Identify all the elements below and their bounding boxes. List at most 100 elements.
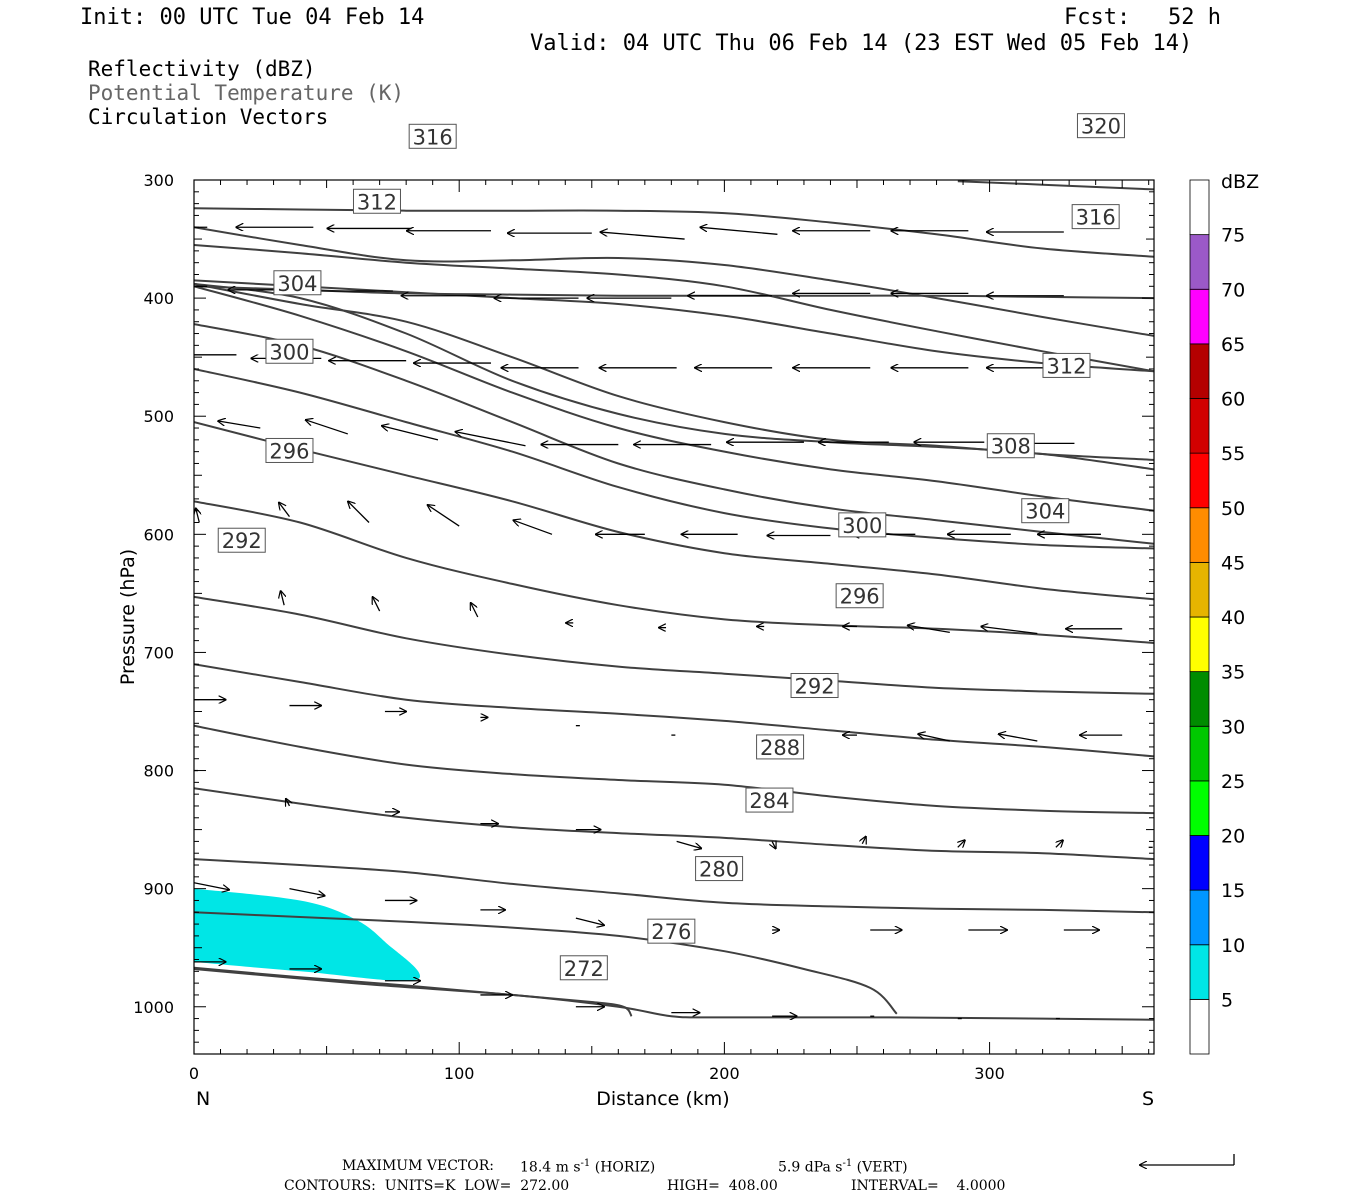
colorbar-level-label: 40 (1221, 607, 1245, 629)
y-tick-label: 500 (143, 407, 174, 426)
north-label: N (196, 1088, 210, 1110)
contour-label: 320 (1081, 115, 1121, 139)
colorbar-level-label: 30 (1221, 716, 1245, 738)
axis-ticks: 0 100 200 300 300 400 500 600 700 800 900 1000 (133, 171, 1154, 1083)
colorbar-cell (1189, 889, 1210, 946)
contour-label-box (273, 270, 322, 296)
colorbar-level-label: 45 (1221, 552, 1245, 574)
contour-label: 284 (749, 789, 789, 813)
field-potential-temperature: Potential Temperature (K) (88, 81, 405, 105)
contour-label-box (745, 787, 794, 813)
colorbar-cell (1189, 835, 1210, 891)
contour-label: 280 (699, 858, 739, 882)
reflectivity-area (194, 888, 421, 981)
wind-vector (279, 503, 290, 517)
contour-label: 308 (991, 435, 1031, 459)
contour-label: 292 (795, 675, 835, 699)
colorbar-level-label: 10 (1221, 935, 1245, 957)
contour-line (194, 968, 1154, 1021)
contour-label: 316 (413, 125, 453, 149)
contour-label-box (408, 123, 457, 149)
wind-vector (514, 520, 553, 535)
contour-label-box (695, 856, 744, 882)
contour-label-box (986, 433, 1035, 459)
x-tick-label: 100 (444, 1064, 475, 1083)
contour-label-box (559, 955, 608, 981)
colorbar-level-label: 15 (1221, 880, 1245, 902)
contour-label: 312 (1046, 354, 1086, 378)
contour-label-box (647, 918, 696, 944)
contour-line (194, 663, 1154, 758)
contour-line (194, 279, 1154, 373)
contour-line (957, 180, 1154, 191)
y-tick-label: 900 (143, 880, 174, 899)
contour-label: 288 (760, 736, 800, 760)
colorbar-level-label: 50 (1221, 498, 1245, 520)
contour-label-box (790, 673, 839, 699)
wind-vector (700, 227, 778, 235)
contour-label: 292 (222, 529, 262, 553)
vert-tag: (VERT) (856, 1159, 908, 1176)
colorbar-level-label: 20 (1221, 826, 1245, 848)
colorbar-level-label: 65 (1221, 334, 1245, 356)
colorbar-cell (1189, 616, 1210, 673)
colorbar-level-label: 60 (1221, 389, 1245, 411)
colorbar-cell (1189, 944, 1210, 1000)
contour-line (194, 323, 1154, 545)
wind-vector (455, 432, 526, 447)
wind-vector (286, 799, 290, 806)
wind-vector (772, 841, 776, 848)
vert-superscript: -1 (842, 1158, 853, 1169)
colorbar-level-label: 5 (1221, 989, 1233, 1011)
field-reflectivity: Reflectivity (dBZ) (88, 57, 316, 81)
colorbar-cell (1189, 288, 1210, 345)
contour-label-box (1021, 498, 1070, 524)
contour-line (194, 244, 1154, 373)
horiz-value: 18.4 m s (520, 1159, 581, 1176)
contour-label-box (756, 734, 805, 760)
colorbar-level-label: 70 (1221, 279, 1245, 301)
y-tick-label: 800 (143, 762, 174, 781)
contour-label: 300 (269, 340, 309, 364)
colorbar-cell (1189, 343, 1210, 399)
max-vector-label: MAXIMUM VECTOR: (342, 1158, 494, 1174)
contour-label: 316 (1076, 206, 1116, 230)
y-tick-label: 400 (143, 289, 174, 308)
max-vector-horizontal: 18.4 m s-1 (HORIZ) (520, 1159, 655, 1175)
reflectivity-shading (194, 888, 421, 981)
wind-vector (382, 426, 439, 441)
contour-line (194, 858, 1154, 914)
contour-labels: 272 276 280 284 288 292 292 296 296 300 300 304 304 3… (217, 113, 1125, 981)
contour-label: 296 (269, 439, 309, 463)
contour-label-box (265, 338, 314, 364)
colorbar-cell (1189, 780, 1210, 836)
south-label: S (1142, 1088, 1154, 1110)
wind-vector (601, 232, 685, 240)
forecast-label: Fcst: (1064, 5, 1131, 30)
colorbar-cell (1189, 179, 1210, 236)
colorbar-level-label: 55 (1221, 443, 1245, 465)
horiz-superscript: -1 (580, 1158, 591, 1169)
wind-vector (676, 840, 702, 848)
contour-label: 304 (1025, 500, 1065, 524)
colorbar-cell (1189, 452, 1210, 509)
contour-label-box (265, 437, 314, 463)
x-axis-title: Distance (km) (596, 1088, 729, 1110)
max-vector-vertical: 5.9 dPa s-1 (VERT) (778, 1159, 908, 1175)
colorbar-cell (1189, 671, 1210, 727)
contour-line (194, 911, 898, 1015)
wind-vector (981, 627, 1038, 635)
wind-vector (999, 734, 1038, 742)
x-tick-label: 0 (189, 1064, 199, 1083)
contour-line (194, 595, 1154, 695)
contour-label: 276 (651, 920, 691, 944)
y-tick-label: 1000 (133, 998, 174, 1017)
contour-line (194, 724, 1154, 815)
contour-label-box (1076, 113, 1125, 139)
y-tick-label: 700 (143, 643, 174, 662)
colorbar-cell (1189, 998, 1210, 1055)
contour-label-box (835, 583, 884, 609)
vert-value: 5.9 dPa s (778, 1159, 843, 1176)
contour-line (194, 368, 1154, 550)
